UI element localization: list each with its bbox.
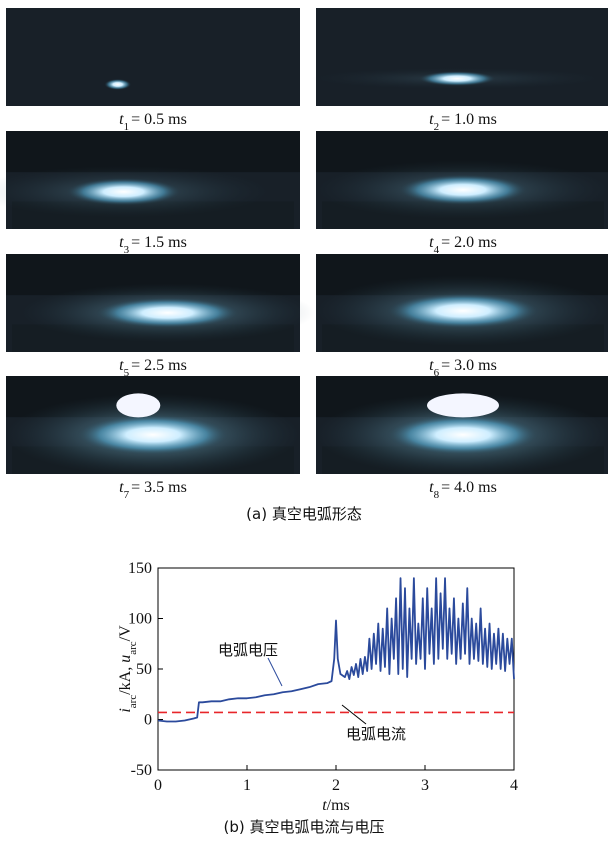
photo-label: t4= 2.0 ms [429,234,497,256]
x-tick-label: 0 [154,777,162,794]
y-tick-label: 0 [144,712,152,729]
photo-time: = 2.5 ms [131,357,187,374]
photo-glow [386,293,539,328]
photo-time: = 2.0 ms [441,234,497,251]
photo-glow [398,175,528,206]
y-tick-label: 50 [136,661,152,678]
data-line [158,578,514,721]
y-tick-label: 100 [128,611,152,628]
photo-label: t5= 2.5 ms [119,357,187,379]
photo-label: t3= 1.5 ms [119,234,187,256]
electrode-top [6,131,300,172]
photo [316,8,608,106]
x-tick-label: 3 [421,777,429,794]
photo-glow [104,79,131,90]
annotation: 电弧电压 [218,641,278,659]
photo-label: t6= 3.0 ms [429,357,497,379]
photo-glow [386,415,539,455]
x-tick-label: 4 [510,777,518,794]
axis-label-part: arc [127,641,139,655]
photo-subscript: 7 [124,489,130,501]
photo [6,8,300,106]
photo-glow [419,71,496,86]
x-tick-label: 1 [243,777,251,794]
photo-time: = 3.5 ms [131,479,187,496]
annotation: 电弧电流 [346,725,406,743]
caption-a: (a) 真空电弧形态 [246,505,362,523]
axis-label-part: /V [117,625,134,641]
axis-label-part: u [117,655,134,663]
photo-glow [96,298,240,329]
photo-label: t1= 0.5 ms [119,111,187,133]
photo-label: t8= 4.0 ms [429,479,497,501]
plot-frame [158,568,514,770]
x-axis-label: t/ms [322,797,350,814]
photo-time: = 4.0 ms [441,479,497,496]
page: t1= 0.5 ms t2= 1.0 ms t3= 1.5 ms t4= 2.0 ms… [0,0,608,855]
annotation-leader [342,705,366,724]
photo-glow [427,393,499,417]
caption-b: (b) 真空电弧电流与电压 [224,818,385,836]
photo-grid: t1= 0.5 ms t2= 1.0 ms t3= 1.5 ms t4= 2.0 ms… [0,8,608,501]
photo-label: t2= 1.0 ms [429,111,497,133]
figure: t1= 0.5 ms t2= 1.0 ms t3= 1.5 ms t4= 2.0 ms… [0,0,608,850]
photo-label: t7= 3.5 ms [119,479,187,501]
axis-label-part: arc [127,695,139,709]
axis-label-part: /kA, [117,663,134,695]
annotation-leader [268,658,282,686]
photo-time: = 1.5 ms [131,234,187,251]
photo-time: = 1.0 ms [441,111,497,128]
photo-time: = 0.5 ms [131,111,187,128]
axis-label-part: /ms [327,797,350,814]
x-tick-label: 2 [332,777,340,794]
photo-time: = 3.0 ms [441,357,497,374]
y-tick-label: 150 [128,560,152,577]
photo-subscript: 8 [434,489,440,501]
photo-glow [76,415,229,455]
y-tick-label: -50 [131,762,152,779]
photo-glow [66,178,181,206]
photo-glow [116,393,160,417]
